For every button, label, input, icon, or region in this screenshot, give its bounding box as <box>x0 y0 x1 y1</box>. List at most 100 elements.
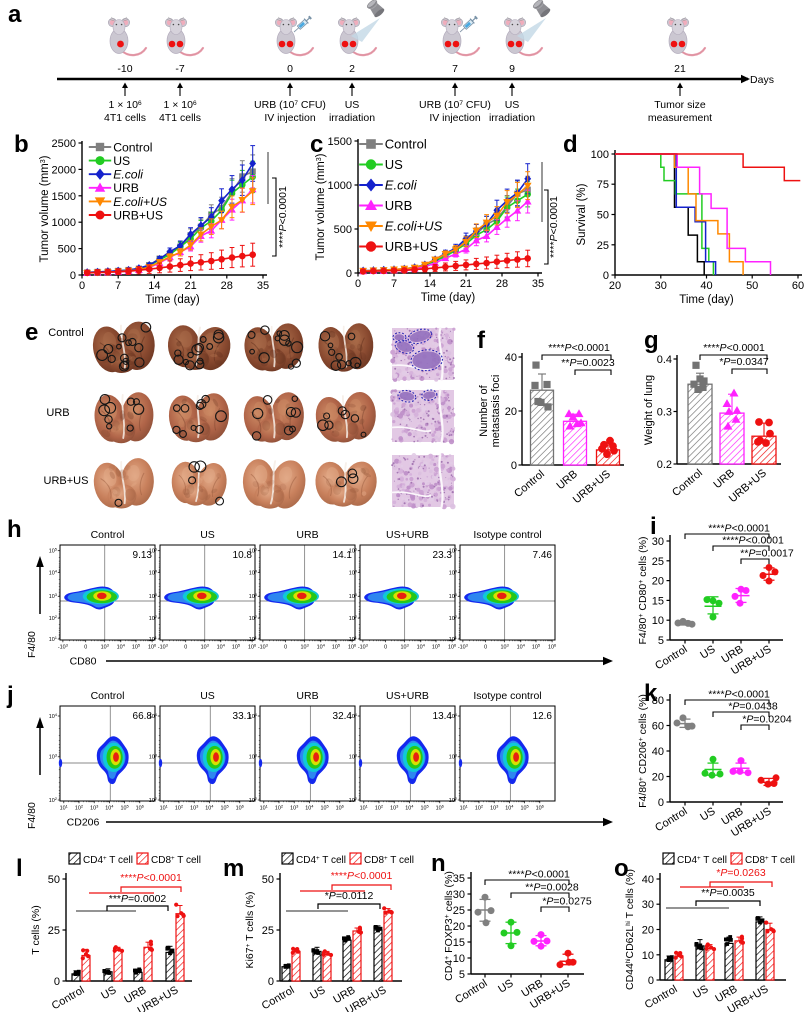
svg-text:****P<0.0001: ****P<0.0001 <box>708 689 770 701</box>
svg-text:Survival (%): Survival (%) <box>576 183 588 245</box>
svg-text:US: US <box>698 643 717 661</box>
svg-text:E.coli+US: E.coli+US <box>113 195 167 209</box>
svg-text:US: US <box>505 99 520 111</box>
svg-text:104: 104 <box>49 568 58 577</box>
svg-text:irradiation: irradiation <box>489 112 535 124</box>
svg-text:20: 20 <box>609 280 621 292</box>
svg-text:URB: URB <box>711 467 737 491</box>
svg-text:**P=0.0017: **P=0.0017 <box>740 548 794 560</box>
svg-text:105: 105 <box>320 803 329 812</box>
svg-text:0: 0 <box>648 975 654 987</box>
svg-text:Weight of lung: Weight of lung <box>643 375 655 445</box>
svg-text:h: h <box>7 516 22 543</box>
svg-text:-10: -10 <box>117 63 132 75</box>
svg-text:106: 106 <box>248 642 257 651</box>
svg-text:n: n <box>431 850 446 877</box>
svg-text:e: e <box>25 319 38 346</box>
svg-text:103: 103 <box>149 592 158 601</box>
svg-text:-103: -103 <box>458 642 469 651</box>
svg-text:CD4+ T cell: CD4+ T cell <box>677 855 727 867</box>
svg-text:101: 101 <box>460 803 469 812</box>
svg-text:****P<0.0001: ****P<0.0001 <box>508 869 570 881</box>
svg-text:****P<0.0001: ****P<0.0001 <box>120 872 182 884</box>
svg-text:l: l <box>16 855 23 882</box>
svg-text:50: 50 <box>746 280 758 292</box>
svg-text:104: 104 <box>149 568 158 577</box>
svg-text:102: 102 <box>475 803 484 812</box>
svg-text:CD8+ T cell: CD8+ T cell <box>745 855 795 867</box>
svg-text:0: 0 <box>284 645 287 651</box>
svg-text:***P=0.0002: ***P=0.0002 <box>109 893 167 905</box>
svg-text:106: 106 <box>236 803 245 812</box>
svg-text:2000: 2000 <box>52 164 76 176</box>
svg-text:105: 105 <box>220 803 229 812</box>
svg-text:CD80: CD80 <box>70 656 97 668</box>
svg-text:Control: Control <box>653 805 689 834</box>
svg-text:104: 104 <box>49 711 58 720</box>
svg-text:106: 106 <box>436 803 445 812</box>
svg-text:103: 103 <box>201 642 210 651</box>
svg-text:9: 9 <box>509 63 515 75</box>
svg-text:f: f <box>477 327 486 354</box>
svg-text:m: m <box>223 855 244 882</box>
svg-text:5: 5 <box>459 969 465 981</box>
svg-text:50: 50 <box>48 874 60 886</box>
svg-text:103: 103 <box>500 642 509 651</box>
svg-text:106: 106 <box>536 803 545 812</box>
svg-text:103: 103 <box>290 803 299 812</box>
svg-text:25: 25 <box>597 240 609 252</box>
svg-text:US: US <box>691 983 710 1001</box>
svg-text:40: 40 <box>505 352 517 364</box>
svg-text:15: 15 <box>453 937 465 949</box>
svg-text:102: 102 <box>249 613 258 622</box>
svg-text:103: 103 <box>101 642 110 651</box>
svg-text:US: US <box>99 984 118 1002</box>
svg-text:g: g <box>644 327 659 354</box>
svg-text:105: 105 <box>120 803 129 812</box>
svg-text:104: 104 <box>405 803 414 812</box>
svg-text:105: 105 <box>449 546 458 555</box>
svg-text:101: 101 <box>249 634 258 643</box>
svg-text:101: 101 <box>260 803 269 812</box>
svg-text:30: 30 <box>655 280 667 292</box>
svg-text:Control: Control <box>670 467 705 499</box>
svg-text:URB: URB <box>296 690 318 702</box>
svg-text:0: 0 <box>184 645 187 651</box>
svg-text:102: 102 <box>149 613 158 622</box>
svg-text:104: 104 <box>317 642 326 651</box>
svg-text:7.46: 7.46 <box>533 550 553 561</box>
svg-text:Tumor volume (mm3): Tumor volume (mm3) <box>315 153 327 260</box>
svg-text:103: 103 <box>149 752 158 761</box>
svg-text:Days: Days <box>750 74 774 86</box>
svg-text:60: 60 <box>792 280 804 292</box>
svg-text:E.coli: E.coli <box>113 168 143 182</box>
svg-text:21: 21 <box>184 280 196 292</box>
svg-text:F4/80+ CD206+ cells (%): F4/80+ CD206+ cells (%) <box>637 694 649 808</box>
svg-text:****P<0.0001: ****P<0.0001 <box>708 523 770 535</box>
svg-text:104: 104 <box>349 568 358 577</box>
svg-text:103: 103 <box>390 803 399 812</box>
svg-text:105: 105 <box>49 546 58 555</box>
svg-text:102: 102 <box>349 613 358 622</box>
svg-text:104: 104 <box>249 568 258 577</box>
svg-text:2: 2 <box>349 63 355 75</box>
svg-text:0: 0 <box>79 280 85 292</box>
svg-text:40: 40 <box>700 280 712 292</box>
svg-text:1500: 1500 <box>52 191 76 203</box>
svg-text:URB: URB <box>113 181 139 195</box>
svg-text:-103: -103 <box>158 642 169 651</box>
svg-text:102: 102 <box>249 795 258 804</box>
svg-text:**P=0.0035: **P=0.0035 <box>701 887 755 899</box>
svg-text:*P=0.0204: *P=0.0204 <box>742 714 792 726</box>
svg-text:*P=0.0263: *P=0.0263 <box>716 867 766 879</box>
svg-text:-103: -103 <box>358 642 369 651</box>
svg-text:102: 102 <box>149 795 158 804</box>
svg-text:10.8: 10.8 <box>233 550 253 561</box>
svg-text:28: 28 <box>221 280 233 292</box>
svg-text:*P=0.0112: *P=0.0112 <box>325 890 374 902</box>
svg-text:30: 30 <box>642 899 654 911</box>
svg-text:103: 103 <box>249 752 258 761</box>
svg-text:URB (107 CFU): URB (107 CFU) <box>254 99 326 111</box>
svg-text:Control: Control <box>653 643 689 672</box>
svg-text:0: 0 <box>484 645 487 651</box>
